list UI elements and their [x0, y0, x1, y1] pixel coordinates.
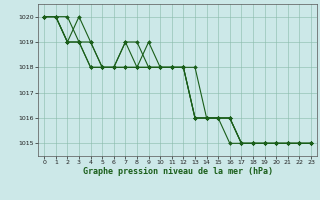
X-axis label: Graphe pression niveau de la mer (hPa): Graphe pression niveau de la mer (hPa) [83, 167, 273, 176]
